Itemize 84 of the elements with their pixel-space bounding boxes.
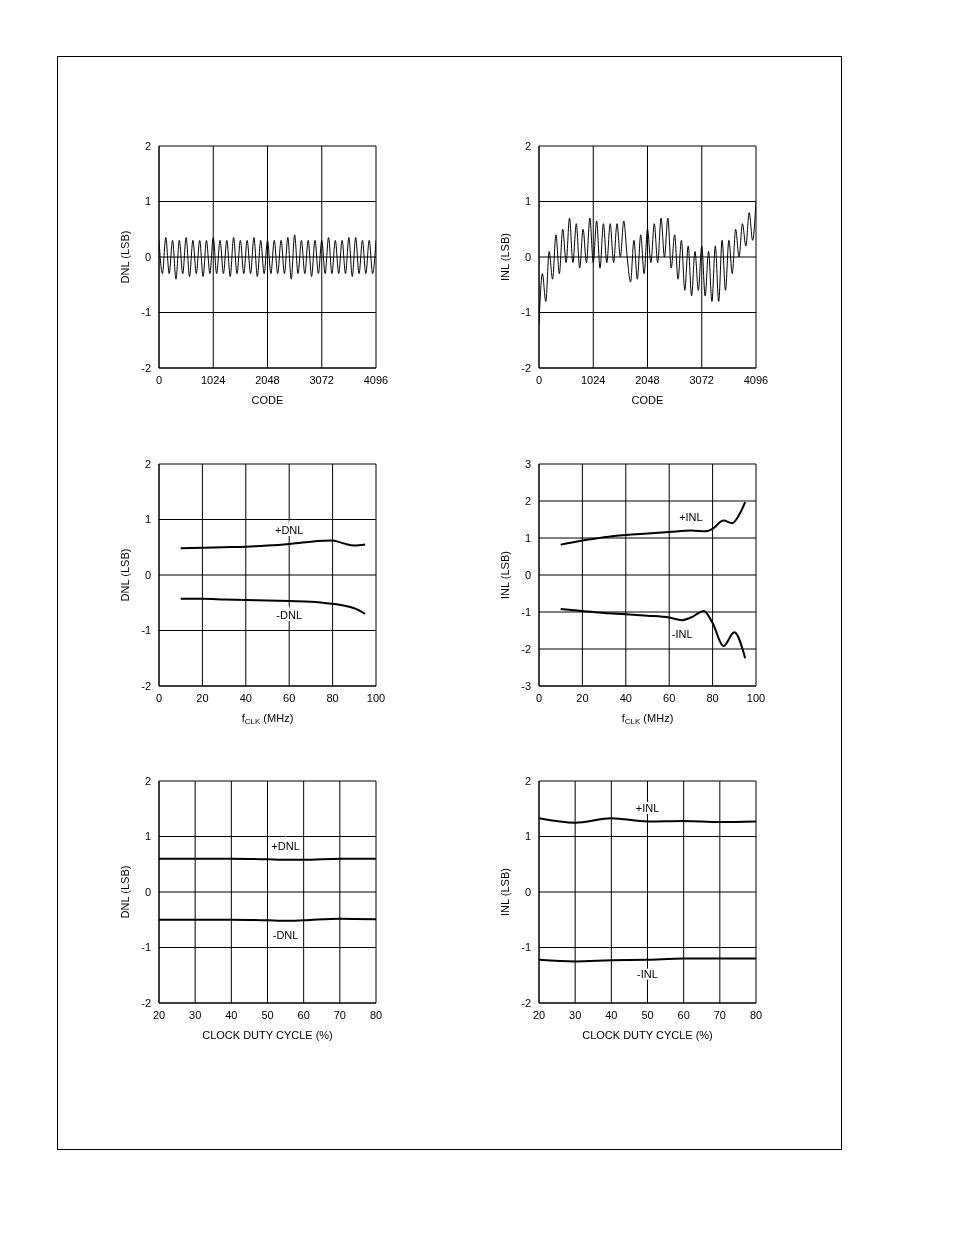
x-tick-label: 60 (297, 1008, 310, 1021)
x-tick-label: 100 (366, 691, 386, 704)
x-tick-label: 80 (369, 1008, 383, 1021)
x-tick-label: 2048 (635, 373, 660, 386)
series-label: +INL (679, 510, 703, 523)
x-tick-label: 4096 (363, 373, 389, 386)
x-tick-label: 60 (663, 691, 676, 704)
x-tick-label: 20 (152, 1008, 166, 1021)
y-tick-label: 3 (524, 457, 531, 470)
x-tick-label: 0 (535, 373, 543, 386)
x-tick-label: 1024 (201, 373, 226, 386)
x-tick-label: 20 (532, 1008, 546, 1021)
x-tick-label: 100 (746, 691, 766, 704)
x-tick-label: 80 (326, 691, 339, 704)
series-label: -DNL (272, 928, 299, 941)
series-label: -INL (671, 628, 693, 641)
y-tick-label: 2 (524, 494, 531, 507)
x-tick-label: 0 (535, 691, 543, 704)
x-tick-label: 70 (713, 1008, 726, 1021)
x-tick-label: 40 (239, 691, 252, 704)
y-tick-label: -1 (141, 941, 151, 954)
x-tick-label: 50 (261, 1008, 274, 1021)
y-tick-label: -1 (521, 306, 531, 319)
y-tick-label: -3 (521, 679, 531, 692)
y-tick-label: 1 (524, 830, 531, 843)
x-axis-title: CODE (631, 394, 664, 406)
y-tick-label: 2 (144, 139, 151, 152)
x-tick-label: 30 (569, 1008, 582, 1021)
x-tick-label: 50 (641, 1008, 654, 1021)
x-tick-label: 40 (225, 1008, 238, 1021)
y-tick-label: -2 (521, 996, 531, 1009)
x-tick-label: 3072 (689, 373, 714, 386)
x-tick-label: 0 (155, 373, 163, 386)
y-tick-label: 2 (524, 774, 531, 787)
y-tick-label: -1 (521, 605, 531, 618)
x-axis-title: CLOCK DUTY CYCLE (%) (582, 1029, 713, 1041)
x-axis-title: f$_{CLK}$ (MHz) (621, 712, 674, 726)
x-tick-label: 80 (706, 691, 719, 704)
y-tick-label: 1 (524, 195, 531, 208)
y-tick-label: 1 (524, 531, 531, 544)
y-tick-label: -2 (141, 361, 151, 374)
x-axis-title: f$_{CLK}$ (MHz) (241, 712, 294, 726)
y-tick-label: -1 (521, 941, 531, 954)
y-tick-label: 1 (144, 513, 151, 526)
y-tick-label: -1 (141, 306, 151, 319)
y-axis-title: INL (LSB) (499, 233, 511, 281)
y-tick-label: -2 (521, 642, 531, 655)
y-axis-title: DNL (LSB) (119, 548, 131, 602)
x-tick-label: 40 (619, 691, 632, 704)
x-tick-label: 20 (196, 691, 209, 704)
y-tick-label: 2 (524, 139, 531, 152)
y-tick-label: 2 (144, 457, 151, 470)
x-tick-label: 2048 (255, 373, 280, 386)
y-tick-label: -2 (141, 996, 151, 1009)
x-tick-label: 30 (189, 1008, 202, 1021)
x-axis-title: CODE (251, 394, 284, 406)
y-axis-title: DNL (LSB) (119, 865, 131, 919)
y-tick-label: 0 (524, 568, 531, 581)
y-tick-label: 2 (144, 774, 151, 787)
x-tick-label: 70 (333, 1008, 346, 1021)
x-tick-label: 60 (283, 691, 296, 704)
x-tick-label: 3072 (309, 373, 334, 386)
x-tick-label: 1024 (581, 373, 606, 386)
y-tick-label: -1 (141, 624, 151, 637)
y-tick-label: 1 (144, 195, 151, 208)
y-tick-label: 0 (144, 250, 151, 263)
y-tick-label: 0 (144, 568, 151, 581)
x-tick-label: 0 (155, 691, 163, 704)
y-tick-label: -2 (141, 679, 151, 692)
y-tick-label: 0 (524, 250, 531, 263)
y-axis-title: INL (LSB) (499, 868, 511, 916)
y-tick-label: -2 (521, 361, 531, 374)
x-tick-label: 40 (605, 1008, 618, 1021)
y-tick-label: 0 (144, 885, 151, 898)
x-tick-label: 60 (677, 1008, 690, 1021)
y-tick-label: 1 (144, 830, 151, 843)
x-tick-label: 80 (749, 1008, 763, 1021)
series-label: +DNL (271, 839, 300, 852)
y-tick-label: 0 (524, 885, 531, 898)
x-tick-label: 4096 (743, 373, 769, 386)
y-axis-title: INL (LSB) (499, 551, 511, 599)
x-axis-title: CLOCK DUTY CYCLE (%) (202, 1029, 333, 1041)
x-tick-label: 20 (576, 691, 589, 704)
y-axis-title: DNL (LSB) (119, 230, 131, 284)
